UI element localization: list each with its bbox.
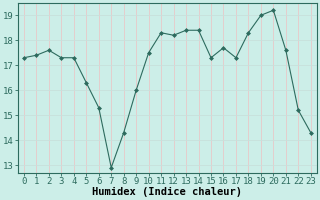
X-axis label: Humidex (Indice chaleur): Humidex (Indice chaleur) xyxy=(92,187,242,197)
